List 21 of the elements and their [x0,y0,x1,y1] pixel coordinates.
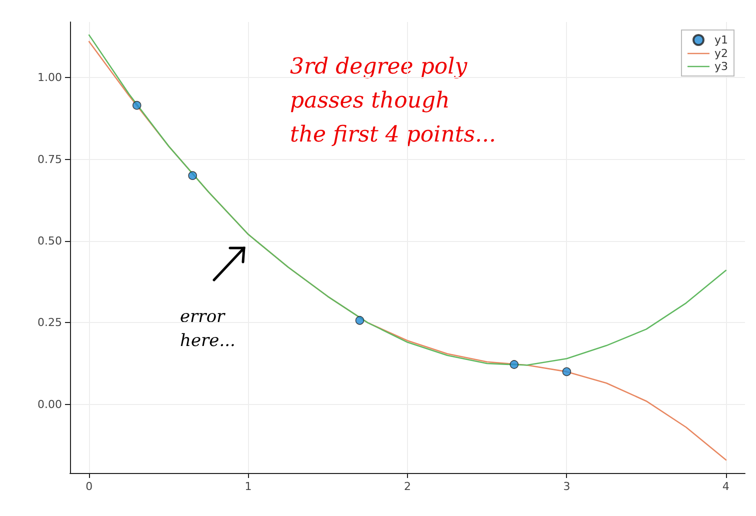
point [188,171,197,180]
legend-label: y3 [714,60,728,73]
line-series [88,34,727,366]
y-tick-label: 0.75 [38,152,62,166]
x-tick-label: 3 [563,480,570,493]
x-tick-label: 4 [722,480,730,493]
y-tick-label: 0.00 [38,398,62,411]
y-tick-label: 0.25 [38,316,62,330]
x-tick-label: 0 [86,480,93,493]
x-tick-label: 1 [244,480,252,493]
x-tick-label: 2 [404,480,411,493]
point [132,100,142,110]
annotation: error here... [180,307,236,351]
point [510,360,519,369]
y-tick-label: 0.50 [38,234,62,248]
annotation: 3rd degree poly passes though the first 4 points... [290,54,496,148]
point [355,316,364,325]
point [562,367,572,376]
legend-label: y1 [714,34,728,46]
y-tick-label: 1.00 [38,71,62,84]
legend-label: y2 [714,47,728,60]
